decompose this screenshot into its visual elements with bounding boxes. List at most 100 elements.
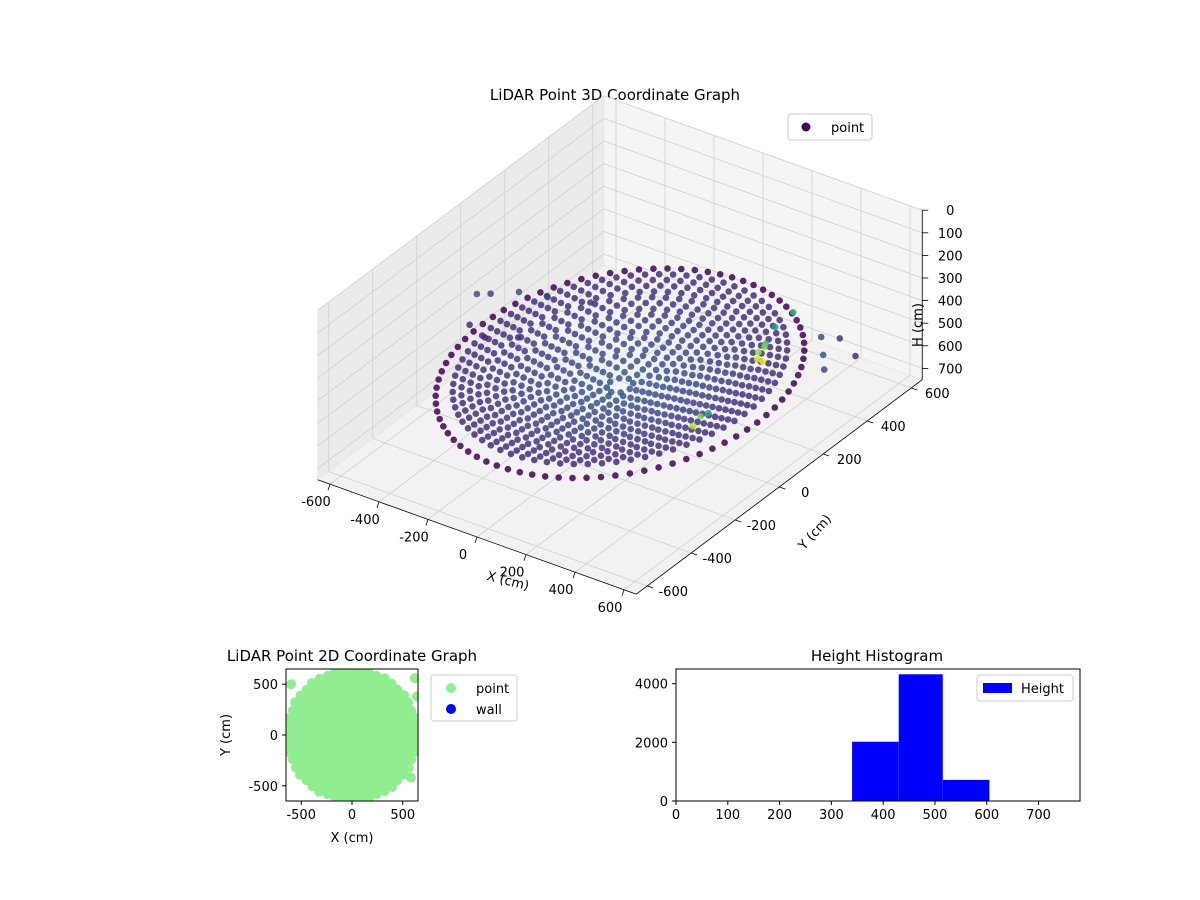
chart-3d-point [480, 366, 487, 374]
chart-3d-point [545, 441, 552, 448]
chart-3d-point [530, 447, 538, 454]
chart-3d-point [626, 470, 634, 477]
chart-2d-point [403, 762, 414, 773]
chart-3d-point [735, 320, 743, 328]
chart-3d-point [711, 413, 719, 421]
chart-3d-point [473, 453, 481, 461]
chart-3d-point [724, 416, 732, 423]
chart-3d-point [729, 326, 737, 333]
chart-3d-point [577, 322, 585, 329]
chart-3d-point [451, 404, 459, 411]
chart-3d-point [521, 347, 528, 355]
chart-3d-point [639, 388, 646, 396]
chart-3d-point [739, 277, 747, 285]
chart-3d-point [499, 435, 506, 442]
chart-3d-point [634, 451, 641, 458]
chart-3d-point [537, 289, 544, 296]
chart-3d-point [641, 467, 648, 475]
chart-3d-point [634, 435, 641, 443]
chart-3d-point [524, 405, 531, 412]
chart-3d-point [553, 391, 560, 398]
chart-3d-point [702, 294, 710, 302]
chart-3d-point [524, 354, 531, 362]
chart-3d-point [704, 350, 711, 358]
chart-3d-point [570, 460, 578, 468]
chart-3d-point [585, 291, 592, 298]
chart-3d-point [534, 427, 541, 434]
chart-3d-point [504, 431, 512, 439]
chart-3d-point [487, 290, 494, 298]
chart-3d-point [547, 371, 555, 379]
chart-3d-x-tick-mark [327, 484, 331, 491]
chart-2d-point [412, 738, 418, 749]
chart-3d-point [709, 445, 716, 453]
chart-3d-point [650, 355, 658, 363]
chart-2d-point [411, 691, 418, 702]
chart-3d-point [556, 460, 564, 467]
chart-3d-point [638, 378, 645, 386]
chart-3d-point [687, 342, 694, 350]
chart-3d-point [650, 288, 658, 295]
chart-2d-point [307, 677, 318, 688]
chart-3d-gridline-y [328, 471, 648, 587]
histogram-legend-swatch [983, 683, 1012, 693]
chart-3d-point [612, 472, 619, 479]
chart-3d-point [655, 442, 662, 450]
chart-3d-point [745, 383, 753, 390]
chart-3d-point [655, 418, 662, 425]
chart-3d-point [686, 407, 693, 415]
chart-3d-gridline-y [592, 273, 912, 389]
chart-3d-point [765, 360, 772, 367]
chart-3d-point [501, 360, 508, 368]
chart-3d-point [728, 407, 735, 415]
chart-3d-point [483, 389, 491, 397]
chart-3d-point [483, 423, 490, 431]
chart-3d-point [752, 327, 759, 334]
chart-3d-z-tick-label: 100 [938, 227, 963, 242]
chart-3d-point [620, 340, 628, 348]
chart-3d-point [675, 431, 682, 439]
chart-3d-point [592, 272, 599, 280]
chart-3d-point [735, 292, 743, 300]
chart-2d-point [403, 697, 414, 708]
chart-3d-point [527, 377, 535, 385]
chart-3d-point [585, 337, 593, 345]
chart-3d-point [592, 417, 599, 424]
chart-3d-point [766, 351, 774, 359]
chart-3d-point [553, 418, 561, 425]
chart-3d-point [514, 313, 521, 321]
chart-3d-point [512, 300, 519, 308]
chart-3d-point [755, 334, 763, 342]
chart-3d-point [714, 314, 722, 322]
chart-3d-point [579, 405, 586, 413]
chart-3d-point [613, 428, 620, 435]
chart-3d-point [471, 351, 478, 359]
chart-3d-point [695, 427, 702, 435]
chart-3d-point [626, 448, 634, 456]
chart-3d-gridline-z-left [317, 118, 604, 334]
chart-2d-point [363, 793, 374, 801]
chart-3d-point [725, 288, 732, 295]
chart-3d-point [798, 363, 805, 371]
chart-3d-point [562, 356, 569, 363]
chart-3d-point [464, 448, 472, 455]
chart-3d-point [689, 371, 696, 379]
chart-3d-point [484, 381, 491, 389]
chart-3d-point [490, 429, 498, 437]
chart-3d-point [820, 366, 828, 373]
chart-3d-point [498, 342, 505, 349]
histogram-ticks: 0 100 200 300 400 500 600 700 0 2000 4000 [635, 678, 1051, 823]
chart-3d-point [716, 271, 724, 278]
chart-3d-point [606, 308, 614, 316]
chart-3d-y-tick-mark [647, 585, 654, 589]
histogram-x-tick-label: 100 [715, 808, 740, 823]
chart-3d-point [643, 282, 650, 290]
chart-3d-point [817, 333, 825, 341]
chart-3d-point [655, 434, 663, 441]
chart-3d-point [533, 438, 540, 445]
chart-2d-point [286, 713, 295, 724]
chart-3d-point [741, 410, 748, 418]
chart-3d-point [527, 320, 534, 327]
chart-3d-point [641, 317, 649, 324]
chart-3d-point [459, 375, 467, 383]
